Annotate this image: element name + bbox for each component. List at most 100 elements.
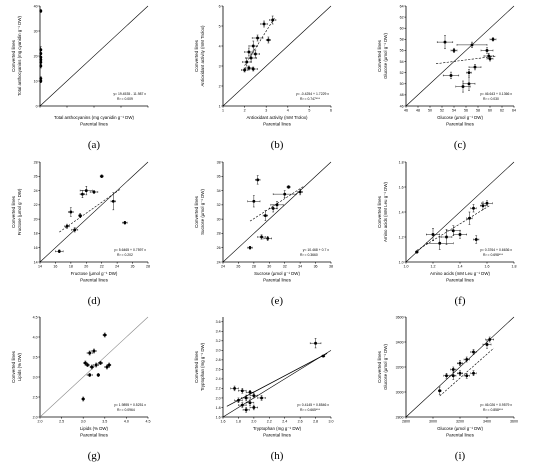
scatter-plot-b: 1 2 3 4 5 6 1 2 3 4 5 6 y= -0.4254 + 1.7229 xR² = 0.… [194, 4, 332, 151]
y-axis-title-a: Total anthocyanins (mg cyanidin g⁻¹ DW) [17, 16, 22, 96]
point-marker [240, 389, 244, 393]
point-marker [470, 43, 474, 47]
parental-lines-label-e: Parental lines [263, 278, 292, 283]
diagonal-line-a [39, 5, 149, 107]
x-axis-title-g: Lipids (% DW) [80, 426, 109, 431]
data-point-d [99, 174, 104, 178]
y-tick-label-e: 36 [217, 175, 221, 179]
panel-h: 1.6 1.8 2.0 2.2 2.4 2.6 2.8 3.0 1.6 1.8 2.0 2.2 2.4 2… [183, 311, 366, 467]
converted-lines-label-a: Converted lines [11, 39, 16, 72]
x-tick-label-f: 1.8 [512, 265, 517, 269]
data-point-h [238, 402, 247, 408]
data-point-f [481, 200, 493, 206]
data-point-g [91, 348, 97, 354]
data-point-b [248, 40, 258, 52]
y-tick-label-h: 3.2 [216, 339, 221, 343]
data-point-c [489, 37, 497, 42]
x-axis-title-f: Amino acids (mM Leu g⁻¹ DW) [430, 271, 490, 276]
point-marker [247, 50, 251, 54]
y-tick-label-f: 1.6 [399, 185, 404, 189]
x-tick-label-h: 2.8 [313, 420, 318, 424]
r-squared-label-b: R² = 0.747*** [300, 97, 321, 101]
point-marker [465, 374, 469, 378]
regression-line-b [244, 17, 276, 66]
data-point-i [450, 366, 457, 373]
regression-line-d [59, 188, 122, 233]
parental-lines-label-b: Parental lines [263, 122, 292, 127]
point-marker [283, 192, 287, 196]
panel-f: 1.0 1.2 1.4 1.6 1.8 1.0 1.2 1.4 1.6 1.8 y= 0.3764 … [366, 156, 550, 312]
parental-lines-label-d: Parental lines [80, 278, 109, 283]
point-marker [83, 361, 87, 365]
r-squared-label-c: R² = 0.030 [483, 97, 499, 101]
point-marker [452, 48, 456, 52]
data-point-f [470, 204, 477, 213]
point-marker [467, 71, 471, 75]
x-axis-title-d: Fructose (µmol g⁻¹ DW) [71, 271, 118, 276]
panel-letter-f: (f) [455, 295, 466, 307]
panel-letter-a: (a) [88, 139, 101, 151]
data-point-h [234, 397, 243, 403]
y-tick-label-e: 38 [217, 160, 221, 164]
point-marker [314, 341, 318, 345]
y-tick-label-d: 24 [34, 189, 38, 193]
y-tick-label-e: 34 [217, 189, 221, 193]
panel-g: 2.0 2.5 3.0 3.5 4.0 4.5 2.0 2.5 3.0 3.5 4.0 4.5 y= 1… [0, 311, 183, 467]
data-point-d [79, 190, 85, 198]
point-marker [472, 350, 475, 354]
point-marker [80, 192, 84, 196]
point-marker [243, 68, 247, 72]
panel-letter-c: (c) [454, 139, 467, 151]
data-point-e [286, 185, 291, 189]
data-point-h [309, 338, 322, 349]
x-tick-label-c: 52 [440, 109, 444, 113]
converted-lines-label-g: Converted lines [11, 350, 16, 383]
x-axis-title-i: Glucose (µmol g⁻¹ DW) [437, 426, 483, 431]
data-point-c [466, 69, 472, 77]
point-marker [88, 351, 92, 355]
x-tick-label-f: 1.6 [485, 265, 490, 269]
y-tick-label-c: 54 [400, 60, 404, 64]
point-marker [473, 65, 477, 69]
y-tick-label-i: 2800 [396, 415, 404, 419]
data-point-f [440, 229, 453, 245]
x-tick-label-g: 4.0 [124, 420, 129, 424]
y-tick-label-f: 1.0 [399, 260, 404, 264]
point-marker [39, 48, 43, 52]
x-tick-label-f: 1.0 [404, 265, 409, 269]
y-tick-label-c: 64 [400, 4, 404, 8]
point-marker [96, 373, 100, 377]
point-marker [103, 333, 107, 337]
x-tick-label-b: 1 [222, 109, 224, 113]
y-tick-label-c: 60 [400, 27, 404, 31]
r-squared-label-i: R² = 0.858*** [483, 408, 504, 412]
point-marker [251, 67, 255, 71]
x-axis-title-a: Total anthocyanins (mg cyanidin g⁻¹ DW) [54, 115, 134, 120]
y-tick-label-a: 0 [36, 104, 38, 108]
y-axis-title-c: Glucose (µmol g⁻¹ DW) [383, 33, 388, 79]
x-tick-label-d: 14 [38, 265, 42, 269]
data-point-b [241, 67, 249, 73]
y-axis-title-d: Fructose (µmol g⁻¹ DW) [17, 188, 22, 235]
data-point-d [55, 249, 64, 253]
equation-label-h: y= 0.4145 + 0.8546 x [297, 403, 329, 407]
x-tick-label-i: 3600 [510, 420, 518, 424]
x-tick-label-c: 62 [500, 109, 504, 113]
y-axis-title-i: Glucose (µmol g⁻¹ DW) [383, 344, 388, 390]
y-tick-label-g: 3.5 [33, 355, 38, 359]
panel-letter-b: (b) [271, 139, 284, 151]
data-point-g [86, 373, 93, 377]
x-tick-label-d: 26 [131, 265, 135, 269]
x-tick-label-c: 46 [404, 109, 408, 113]
point-marker [252, 406, 256, 409]
point-marker [240, 403, 244, 407]
x-tick-label-g: 3.0 [81, 420, 86, 424]
y-tick-label-f: 1.2 [399, 235, 404, 239]
y-tick-label-d: 18 [34, 232, 38, 236]
x-tick-label-f: 1.4 [458, 265, 463, 269]
data-point-h [249, 392, 258, 399]
panel-e: 24 26 28 30 32 34 36 38 24 26 28 30 32 34 36 38 y= 10.46… [183, 156, 366, 312]
data-point-e [247, 195, 261, 208]
point-marker [92, 349, 96, 353]
equation-label-e: y= 10.468 + 0.7 x [303, 248, 330, 252]
